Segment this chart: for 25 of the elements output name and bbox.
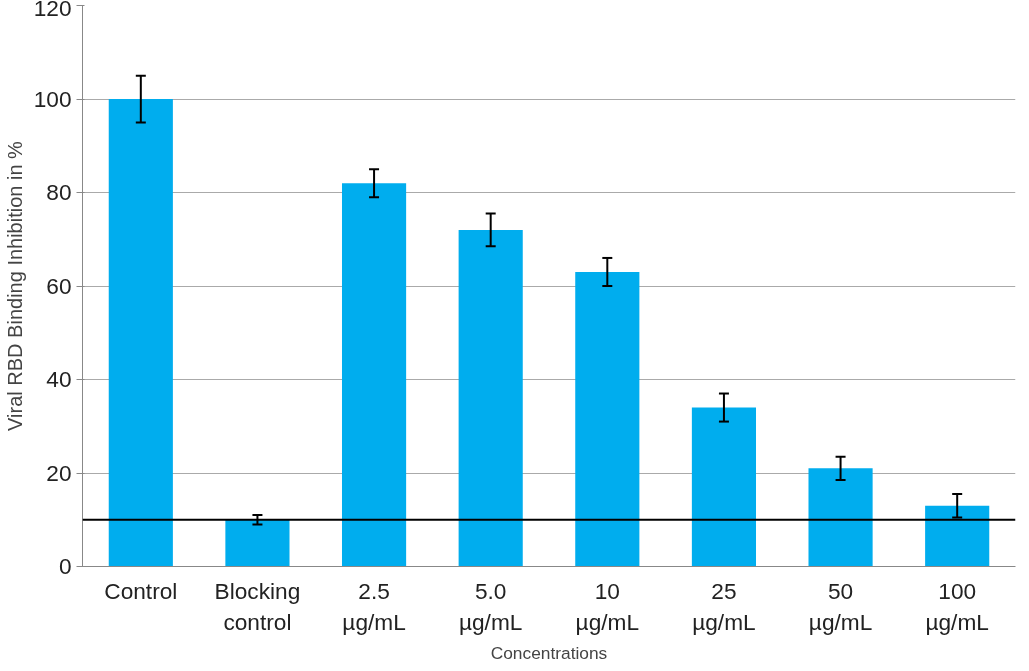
y-tick-label: 120 — [33, 0, 72, 21]
x-tick-label: 2.5 µg/mL — [342, 577, 406, 635]
y-tick-label: 100 — [33, 85, 72, 112]
x-tick-label: Control — [104, 577, 178, 604]
x-tick-label: Blocking control — [214, 577, 301, 635]
bar — [925, 505, 990, 567]
x-tick-label: 100 µg/mL — [925, 577, 989, 635]
bar — [108, 99, 173, 567]
bar — [458, 229, 523, 567]
x-tick-label: 10 µg/mL — [575, 577, 640, 635]
y-tick-label: 60 — [46, 272, 72, 299]
y-tick-label: 40 — [46, 366, 72, 392]
x-tick-label: 25 µg/mL — [692, 577, 756, 635]
bar — [225, 519, 290, 567]
x-tick-label: 5.0 µg/mL — [458, 577, 523, 635]
y-tick-label: 20 — [46, 459, 72, 486]
bar — [808, 468, 873, 567]
y-axis-title: Viral RBD Binding Inhibition in % — [3, 140, 26, 431]
x-axis-title: Concentrations — [490, 642, 608, 663]
bar — [575, 271, 640, 567]
y-tick-label: 80 — [46, 179, 72, 205]
bar — [691, 407, 757, 567]
x-tick-label: 50 µg/mL — [808, 577, 873, 635]
y-tick-label: 0 — [58, 553, 72, 579]
bar — [341, 183, 407, 567]
